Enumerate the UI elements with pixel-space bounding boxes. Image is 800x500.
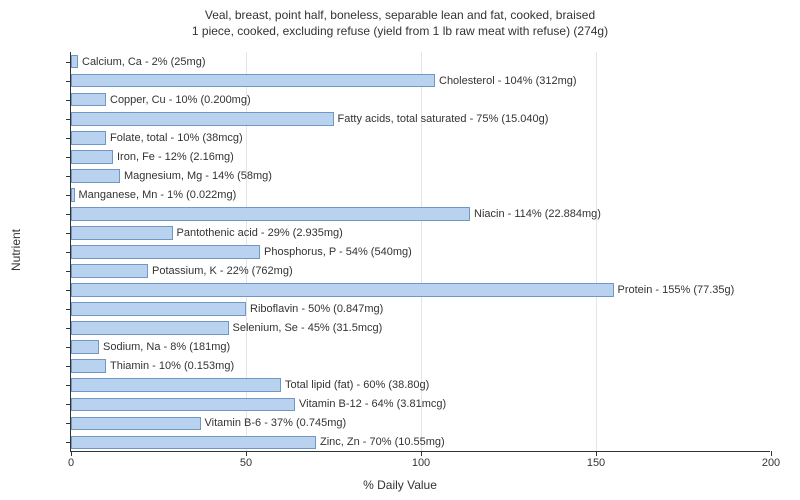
y-tick-mark xyxy=(66,157,71,158)
nutrient-label: Cholesterol - 104% (312mg) xyxy=(439,76,577,87)
nutrient-label: Iron, Fe - 12% (2.16mg) xyxy=(117,152,234,163)
nutrient-label: Sodium, Na - 8% (181mg) xyxy=(103,342,230,353)
nutrient-label: Selenium, Se - 45% (31.5mcg) xyxy=(233,323,383,334)
x-axis-label: % Daily Value xyxy=(363,478,437,492)
nutrient-bar xyxy=(71,264,148,278)
nutrient-bar xyxy=(71,207,470,221)
y-tick-mark xyxy=(66,138,71,139)
gridline xyxy=(596,52,597,451)
nutrient-label: Niacin - 114% (22.884mg) xyxy=(474,209,601,220)
plot-area: 050100150200Calcium, Ca - 2% (25mg)Chole… xyxy=(70,52,770,452)
nutrient-bar xyxy=(71,131,106,145)
y-tick-mark xyxy=(66,423,71,424)
nutrient-bar xyxy=(71,245,260,259)
y-tick-mark xyxy=(66,442,71,443)
y-tick-mark xyxy=(66,214,71,215)
nutrient-label: Potassium, K - 22% (762mg) xyxy=(152,266,293,277)
chart-title: Veal, breast, point half, boneless, sepa… xyxy=(0,0,800,39)
nutrient-label: Vitamin B-12 - 64% (3.81mcg) xyxy=(299,399,446,410)
nutrient-label: Zinc, Zn - 70% (10.55mg) xyxy=(320,437,445,448)
nutrient-label: Phosphorus, P - 54% (540mg) xyxy=(264,247,412,258)
y-tick-mark xyxy=(66,62,71,63)
y-tick-mark xyxy=(66,404,71,405)
x-tick-label: 100 xyxy=(412,457,430,469)
x-tick-mark xyxy=(771,451,772,456)
nutrient-label: Magnesium, Mg - 14% (58mg) xyxy=(124,171,272,182)
nutrient-bar xyxy=(71,55,78,69)
nutrient-label: Manganese, Mn - 1% (0.022mg) xyxy=(79,190,237,201)
x-tick-label: 150 xyxy=(587,457,605,469)
nutrient-label: Pantothenic acid - 29% (2.935mg) xyxy=(177,228,343,239)
nutrient-bar xyxy=(71,302,246,316)
nutrient-bar xyxy=(71,359,106,373)
nutrient-bar xyxy=(71,340,99,354)
y-tick-mark xyxy=(66,290,71,291)
nutrient-bar xyxy=(71,321,229,335)
x-tick-label: 0 xyxy=(68,457,74,469)
y-tick-mark xyxy=(66,176,71,177)
y-axis-label: Nutrient xyxy=(9,229,23,271)
y-tick-mark xyxy=(66,100,71,101)
nutrient-label: Folate, total - 10% (38mcg) xyxy=(110,133,243,144)
nutrient-bar xyxy=(71,150,113,164)
chart-title-line1: Veal, breast, point half, boneless, sepa… xyxy=(205,8,595,22)
y-tick-mark xyxy=(66,328,71,329)
x-tick-mark xyxy=(71,451,72,456)
y-tick-mark xyxy=(66,233,71,234)
nutrient-bar xyxy=(71,378,281,392)
nutrient-label: Fatty acids, total saturated - 75% (15.0… xyxy=(338,114,549,125)
nutrient-label: Thiamin - 10% (0.153mg) xyxy=(110,361,234,372)
x-tick-mark xyxy=(421,451,422,456)
x-tick-label: 50 xyxy=(240,457,252,469)
y-tick-mark xyxy=(66,252,71,253)
nutrient-label: Calcium, Ca - 2% (25mg) xyxy=(82,57,205,68)
nutrient-label: Riboflavin - 50% (0.847mg) xyxy=(250,304,383,315)
nutrient-bar xyxy=(71,93,106,107)
y-tick-mark xyxy=(66,81,71,82)
chart-title-line2: 1 piece, cooked, excluding refuse (yield… xyxy=(192,24,608,38)
nutrient-label: Total lipid (fat) - 60% (38.80g) xyxy=(285,380,429,391)
y-tick-mark xyxy=(66,119,71,120)
y-tick-mark xyxy=(66,195,71,196)
nutrient-label: Copper, Cu - 10% (0.200mg) xyxy=(110,95,251,106)
nutrient-label: Vitamin B-6 - 37% (0.745mg) xyxy=(205,418,347,429)
nutrient-bar xyxy=(71,188,75,202)
nutrient-bar xyxy=(71,283,614,297)
x-tick-mark xyxy=(596,451,597,456)
nutrient-bar xyxy=(71,226,173,240)
nutrient-bar xyxy=(71,417,201,431)
y-tick-mark xyxy=(66,309,71,310)
nutrient-bar xyxy=(71,169,120,183)
y-tick-mark xyxy=(66,347,71,348)
nutrient-bar xyxy=(71,74,435,88)
y-tick-mark xyxy=(66,366,71,367)
nutrient-bar xyxy=(71,398,295,412)
x-tick-mark xyxy=(246,451,247,456)
x-tick-label: 200 xyxy=(762,457,780,469)
y-tick-mark xyxy=(66,271,71,272)
nutrient-bar xyxy=(71,436,316,450)
nutrient-label: Protein - 155% (77.35g) xyxy=(618,285,735,296)
nutrient-bar xyxy=(71,112,334,126)
y-tick-mark xyxy=(66,385,71,386)
